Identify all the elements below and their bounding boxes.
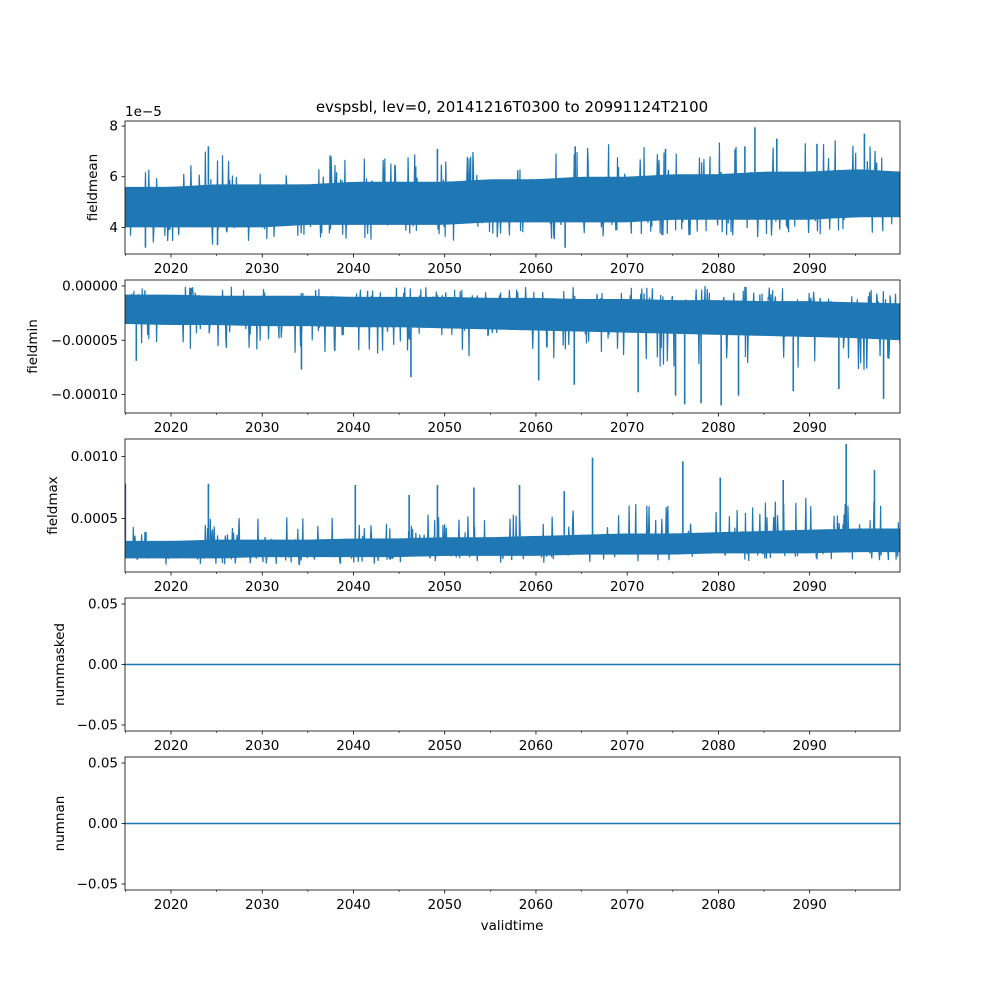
- x-tick-label-numnan: 2060: [519, 897, 553, 913]
- figure-title: evspsbl, lev=0, 20141216T0300 to 2099112…: [316, 98, 708, 116]
- y-tick-label-fieldmean: 6: [109, 169, 118, 185]
- y-tick-label-fieldmax: 0.0010: [71, 449, 118, 465]
- x-tick-label-fieldmax: 2080: [701, 579, 735, 595]
- x-tick-label-nummasked: 2080: [701, 738, 735, 754]
- x-tick-label-fieldmax: 2070: [610, 579, 644, 595]
- x-tick-label-fieldmin: 2040: [336, 420, 370, 436]
- plot-area-fieldmean: [125, 127, 900, 248]
- panels: 4 6 8 2020 2030 2040 2050 2060 2070 2080 2090 1e−5 f…: [25, 104, 901, 913]
- x-tick-label-fieldmin: 2080: [701, 420, 735, 436]
- panel-numnan: 0.05 0.00 −0.05 2020 2030 2040 2050 2060 2070 208…: [52, 756, 901, 913]
- x-tick-label-nummasked: 2030: [245, 738, 279, 754]
- x-tick-label-fieldmean: 2020: [154, 261, 188, 277]
- x-tick-label-nummasked: 2060: [519, 738, 553, 754]
- x-tick-label-fieldmax: 2050: [428, 579, 462, 595]
- x-tick-label-numnan: 2030: [245, 897, 279, 913]
- x-tick-label-numnan: 2040: [336, 897, 370, 913]
- y-tick-label-nummasked: 0.00: [88, 657, 118, 673]
- x-tick-label-fieldmean: 2070: [610, 261, 644, 277]
- x-tick-label-numnan: 2020: [154, 897, 188, 913]
- x-tick-label-fieldmean: 2080: [701, 261, 735, 277]
- x-tick-label-nummasked: 2040: [336, 738, 370, 754]
- x-tick-label-fieldmin: 2020: [154, 420, 188, 436]
- y-axis-label-fieldmin: fieldmin: [25, 319, 41, 374]
- x-tick-label-numnan: 2090: [792, 897, 826, 913]
- x-tick-label-fieldmin: 2070: [610, 420, 644, 436]
- x-tick-label-numnan: 2050: [428, 897, 462, 913]
- x-tick-label-numnan: 2070: [610, 897, 644, 913]
- x-tick-label-fieldmean: 2060: [519, 261, 553, 277]
- x-tick-label-fieldmax: 2030: [245, 579, 279, 595]
- y-offset-text-fieldmean: 1e−5: [125, 104, 162, 120]
- y-tick-label-fieldmean: 8: [109, 119, 118, 135]
- x-tick-label-nummasked: 2070: [610, 738, 644, 754]
- axes-frame-fieldmax: [124, 438, 901, 573]
- x-tick-label-fieldmean: 2050: [428, 261, 462, 277]
- x-tick-label-nummasked: 2020: [154, 738, 188, 754]
- x-axis-label: validtime: [481, 918, 544, 934]
- y-axis-label-nummasked: nummasked: [52, 623, 68, 706]
- x-tick-label-fieldmax: 2060: [519, 579, 553, 595]
- x-tick-label-fieldmin: 2090: [792, 420, 826, 436]
- x-tick-label-numnan: 2080: [701, 897, 735, 913]
- panel-fieldmin: 0.00000 −0.00005 −0.00010 2020 2030 2040 2050 2…: [25, 278, 901, 436]
- x-tick-label-fieldmax: 2020: [154, 579, 188, 595]
- axes-frame-fieldmean: [124, 120, 901, 255]
- x-tick-label-nummasked: 2050: [428, 738, 462, 754]
- y-tick-label-fieldmean: 4: [109, 220, 118, 236]
- series-band-fieldmax: [125, 528, 900, 559]
- panel-nummasked: 0.05 0.00 −0.05 2020 2030 2040 2050 2060 2070 208…: [52, 597, 901, 754]
- x-tick-label-fieldmin: 2030: [245, 420, 279, 436]
- x-tick-label-fieldmean: 2040: [336, 261, 370, 277]
- panel-fieldmax: 0.0005 0.0010 2020 2030 2040 2050 2060 2070 2080…: [45, 438, 901, 595]
- y-tick-label-fieldmax: 0.0005: [71, 511, 118, 527]
- series-band-fieldmin: [125, 294, 900, 341]
- y-tick-label-numnan: 0.00: [88, 816, 118, 832]
- x-tick-label-fieldmin: 2060: [519, 420, 553, 436]
- series-band-fieldmean: [125, 169, 900, 228]
- x-tick-label-fieldmax: 2040: [336, 579, 370, 595]
- y-axis-label-fieldmean: fieldmean: [85, 154, 101, 221]
- x-tick-label-fieldmean: 2030: [245, 261, 279, 277]
- y-tick-label-fieldmin: −0.00005: [51, 333, 118, 349]
- y-tick-label-fieldmin: 0.00000: [62, 278, 118, 294]
- x-tick-label-nummasked: 2090: [792, 738, 826, 754]
- y-tick-label-numnan: −0.05: [77, 876, 118, 892]
- y-tick-label-numnan: 0.05: [88, 756, 118, 772]
- x-tick-label-fieldmin: 2050: [428, 420, 462, 436]
- y-tick-label-nummasked: −0.05: [77, 717, 118, 733]
- y-tick-label-fieldmin: −0.00010: [51, 387, 118, 403]
- plot-area-fieldmin: [125, 285, 900, 406]
- x-tick-label-fieldmax: 2090: [792, 579, 826, 595]
- y-tick-label-nummasked: 0.05: [88, 597, 118, 613]
- y-axis-label-numnan: numnan: [52, 796, 68, 852]
- x-tick-label-fieldmean: 2090: [792, 261, 826, 277]
- plot-area-fieldmax: [125, 443, 900, 566]
- y-axis-label-fieldmax: fieldmax: [45, 476, 61, 535]
- panel-fieldmean: 4 6 8 2020 2030 2040 2050 2060 2070 2080 2090 1e−5 f…: [85, 104, 901, 277]
- axes-frame-fieldmin: [124, 279, 901, 414]
